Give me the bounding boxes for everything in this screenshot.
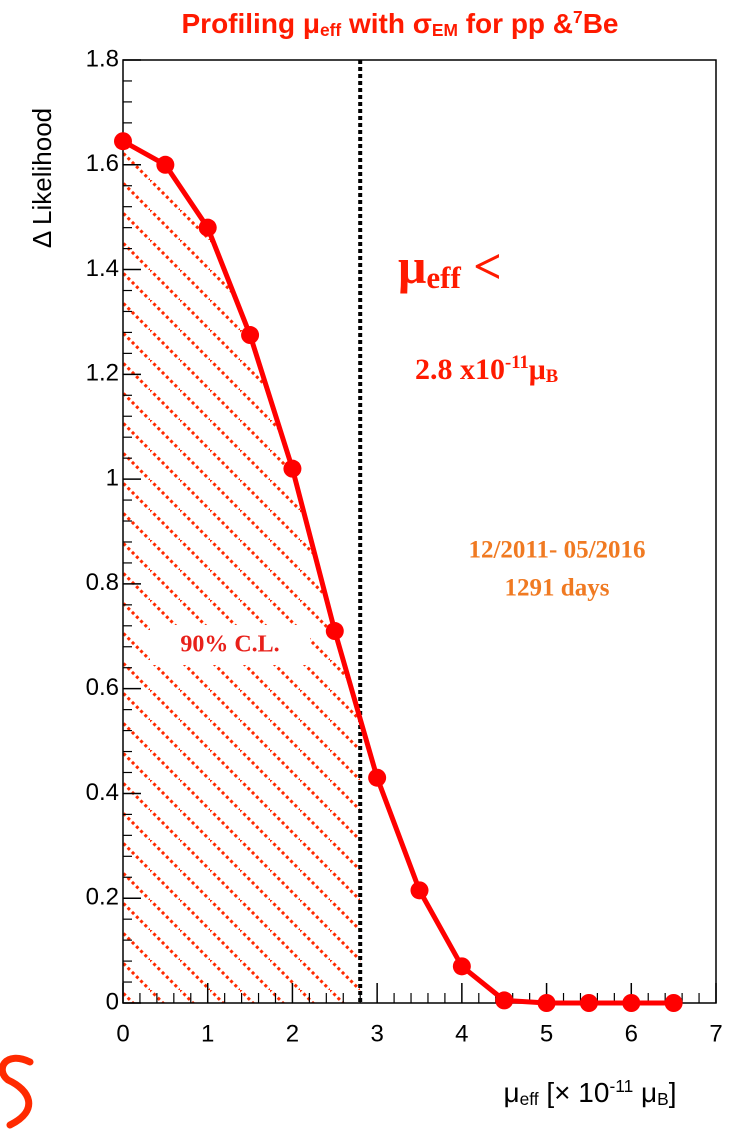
text-part: μ bbox=[398, 238, 426, 294]
text-part: Profiling μ bbox=[182, 8, 320, 39]
text-part: eff bbox=[520, 1089, 539, 1109]
y-tick-label: 0.4 bbox=[86, 779, 119, 806]
x-tick-label: 7 bbox=[709, 1020, 722, 1047]
limit-head: μeff < bbox=[398, 238, 502, 295]
text-part: -11 bbox=[505, 352, 529, 373]
point bbox=[664, 994, 683, 1012]
point bbox=[579, 994, 598, 1012]
y-tick-label: 0 bbox=[106, 988, 119, 1015]
text-part: EM bbox=[432, 20, 458, 40]
point bbox=[156, 155, 175, 174]
plot-frame bbox=[122, 59, 717, 1004]
y-tick-label: 0.8 bbox=[86, 569, 119, 596]
point bbox=[368, 768, 387, 787]
cl-label: 90% C.L. bbox=[180, 632, 279, 658]
x-tick-label: 5 bbox=[540, 1020, 553, 1047]
x-tick-label: 1 bbox=[201, 1020, 214, 1047]
point bbox=[410, 881, 429, 900]
y-tick-label: 1.8 bbox=[86, 45, 119, 72]
days: 1291 days bbox=[505, 575, 610, 602]
chart-title: Profiling μeff with σEM for pp &7Be bbox=[182, 7, 619, 40]
text-part: [× 10 bbox=[539, 1077, 610, 1108]
text-part: eff bbox=[426, 260, 461, 295]
point bbox=[241, 326, 260, 345]
point bbox=[198, 218, 217, 237]
hatched-area bbox=[123, 141, 361, 1003]
text-part: B bbox=[546, 366, 558, 387]
x-tick-label: 4 bbox=[455, 1020, 468, 1047]
text-part: Be bbox=[583, 8, 619, 39]
point bbox=[325, 622, 344, 641]
text-part: eff bbox=[320, 20, 341, 40]
point bbox=[622, 994, 641, 1012]
x-tick-label: 0 bbox=[116, 1020, 129, 1047]
cl-box bbox=[150, 625, 310, 665]
scribble bbox=[0, 1054, 34, 1129]
text-part: μ bbox=[633, 1077, 657, 1108]
y-axis-label: Δ Likelihood bbox=[27, 108, 57, 248]
text-part: μ bbox=[529, 353, 546, 386]
x-tick-label: 3 bbox=[370, 1020, 383, 1047]
text-part: -11 bbox=[609, 1076, 633, 1096]
y-tick-label: 1 bbox=[106, 464, 119, 491]
point bbox=[283, 459, 302, 478]
y-tick-label: 0.2 bbox=[86, 884, 119, 911]
y-tick-label: 1.6 bbox=[86, 150, 119, 177]
text-part: 2.8 x10 bbox=[415, 353, 505, 386]
limit-value: 2.8 x10-11μB bbox=[415, 352, 558, 387]
text-part: with σ bbox=[341, 8, 432, 39]
x-tick-label: 6 bbox=[625, 1020, 638, 1047]
text-part: ] bbox=[669, 1077, 677, 1108]
point bbox=[495, 991, 514, 1010]
period: 12/2011- 05/2016 bbox=[468, 537, 645, 564]
point bbox=[114, 132, 132, 151]
y-tick-label: 1.4 bbox=[86, 255, 119, 282]
point bbox=[452, 957, 471, 976]
point bbox=[537, 994, 556, 1012]
y-tick-label: 0.6 bbox=[86, 674, 119, 701]
text-part: B bbox=[657, 1089, 669, 1109]
x-axis-label: μeff [× 10-11 μB] bbox=[503, 1076, 676, 1109]
x-tick-label: 2 bbox=[286, 1020, 299, 1047]
text-part: < bbox=[461, 238, 502, 294]
text-part: 7 bbox=[573, 7, 583, 27]
y-tick-label: 1.2 bbox=[86, 360, 119, 387]
text-part: for pp & bbox=[458, 8, 573, 39]
text-part: μ bbox=[503, 1077, 519, 1108]
